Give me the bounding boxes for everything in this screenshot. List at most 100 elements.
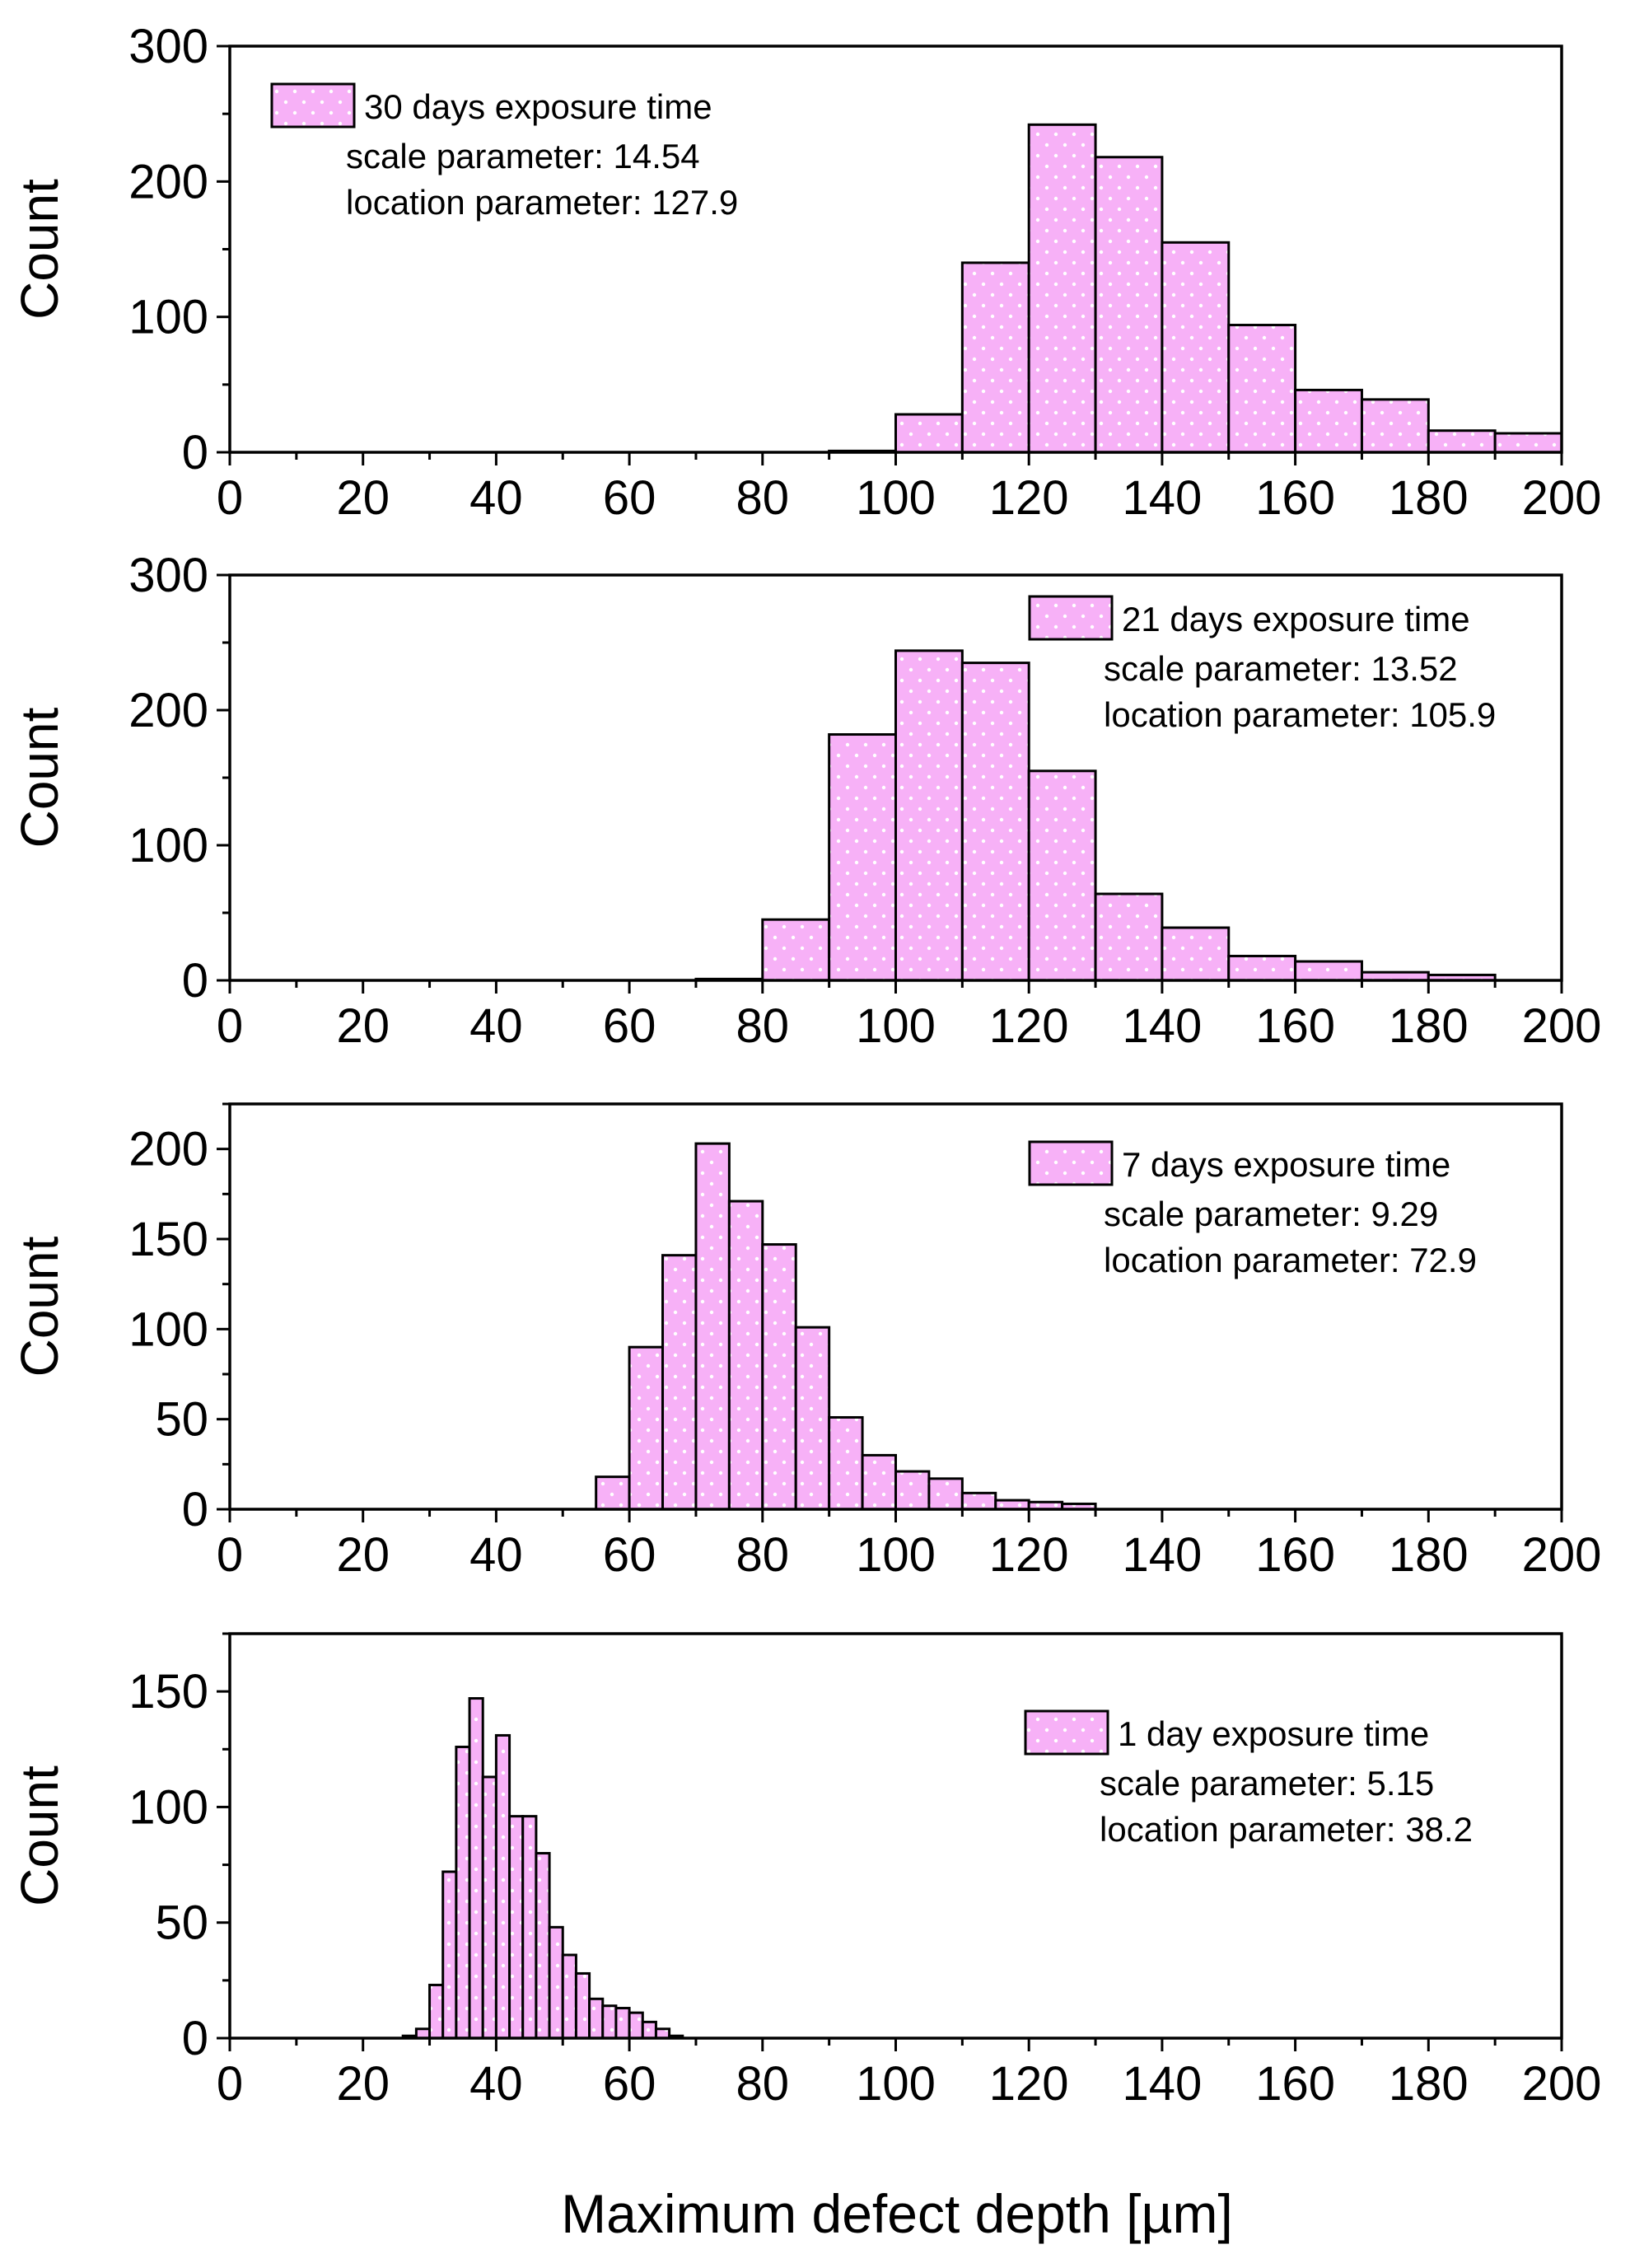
y-tick-label: 100: [128, 1780, 208, 1834]
x-tick-label: 20: [336, 999, 390, 1053]
x-tick-label: 0: [217, 471, 243, 525]
histogram-bar: [548, 1925, 564, 2040]
y-tick-label: 300: [128, 20, 208, 73]
x-tick-label: 120: [989, 999, 1069, 1053]
x-tick-label: 80: [736, 999, 790, 1053]
y-tick-label: 100: [128, 291, 208, 344]
x-tick-label: 60: [603, 1528, 656, 1582]
histogram-bar: [561, 1953, 577, 2040]
x-tick-label: 100: [856, 2057, 936, 2111]
x-tick-label: 40: [469, 2057, 523, 2111]
x-tick-label: 40: [469, 471, 523, 525]
x-tick-label: 160: [1255, 1528, 1335, 1582]
legend-swatch: [1024, 1709, 1109, 1756]
x-tick-label: 40: [469, 999, 523, 1053]
y-tick-label: 50: [155, 1896, 208, 1950]
x-tick-label: 180: [1389, 1528, 1469, 1582]
legend-parameter: scale parameter: 5.15: [1100, 1764, 1434, 1803]
histogram-bar: [1161, 926, 1231, 982]
x-tick-label: 160: [1255, 471, 1335, 525]
panel-7-days: 0 20 40 60 80 100 120 140 160 180 200 0 50 100 150 200 C…: [10, 1102, 1602, 1582]
legend-parameter: scale parameter: 14.54: [346, 137, 700, 175]
panel-30-days: 0 20 40 60 80 100 120 140 160 180 200 0 100 200 300 Cou…: [10, 20, 1601, 525]
histogram-bar: [1227, 324, 1297, 454]
y-tick-label: 50: [155, 1393, 208, 1447]
histogram-bar: [1294, 388, 1363, 454]
y-tick-label: 0: [182, 2012, 208, 2065]
legend-label: 7 days exposure time: [1122, 1145, 1450, 1184]
histogram-bar: [535, 1852, 551, 2040]
histogram-bar: [1227, 954, 1297, 982]
legend: 1 day exposure time scale parameter: 5.15…: [1024, 1709, 1473, 1849]
histogram-bar: [1161, 241, 1231, 454]
x-tick-label: 140: [1123, 471, 1203, 525]
legend: 21 days exposure time scale parameter: 13…: [1028, 595, 1496, 734]
y-axis-label: Count: [10, 179, 69, 320]
histogram-bar: [828, 1415, 864, 1511]
histogram-bar: [628, 1345, 665, 1511]
legend: 7 days exposure time scale parameter: 9.2…: [1028, 1140, 1477, 1279]
histogram-bar: [894, 649, 964, 982]
x-tick-label: 160: [1255, 999, 1335, 1053]
x-tick-label: 140: [1123, 1528, 1203, 1582]
legend-parameter: location parameter: 72.9: [1104, 1241, 1477, 1279]
histogram-bar: [960, 662, 1030, 982]
histogram-bar: [428, 1983, 445, 2040]
histogram-bar: [761, 918, 831, 982]
histogram-bar: [1493, 432, 1563, 454]
histogram-bar: [1027, 123, 1097, 454]
histogram-bar: [521, 1815, 538, 2040]
legend-swatch: [270, 82, 356, 129]
legend-label: 30 days exposure time: [364, 87, 712, 126]
histogram-bar: [694, 1142, 731, 1511]
x-tick-label: 100: [856, 1528, 936, 1582]
histogram-bar: [494, 1733, 511, 2040]
legend-swatch: [1028, 1140, 1114, 1186]
x-tick-label: 80: [736, 471, 790, 525]
y-tick-label: 0: [182, 1483, 208, 1536]
histogram-bar: [1027, 769, 1097, 982]
y-tick-label: 300: [128, 549, 208, 602]
x-tick-label: 180: [1389, 999, 1469, 1053]
x-tick-label: 80: [736, 2057, 790, 2111]
x-tick-label: 120: [989, 471, 1069, 525]
y-tick-label: 150: [128, 1213, 208, 1266]
histogram-bar: [828, 733, 898, 982]
y-axis-label: Count: [10, 707, 69, 848]
histogram-bar: [727, 1199, 764, 1511]
histogram-bar: [761, 1243, 797, 1511]
x-tick-label: 0: [217, 1528, 243, 1582]
histogram-bar: [481, 1775, 497, 2040]
histogram-bar: [1094, 892, 1164, 982]
y-axis-label: Count: [10, 1236, 69, 1377]
x-tick-label: 200: [1522, 2057, 1602, 2111]
x-tick-label: 80: [736, 1528, 790, 1582]
histogram-bar: [641, 2020, 657, 2040]
histogram-bar: [1294, 960, 1363, 982]
histogram-bar: [468, 1697, 484, 2040]
histogram-bar: [455, 1745, 471, 2040]
bars: [595, 1142, 1097, 1511]
x-tick-label: 20: [336, 2057, 390, 2111]
x-tick-label: 200: [1522, 1528, 1602, 1582]
panel-21-days: 0 20 40 60 80 100 120 140 160 180 200 0 100 200 300 Cou…: [10, 549, 1601, 1053]
histogram-bar: [601, 2004, 618, 2040]
histogram-bar: [595, 1475, 631, 1511]
x-tick-label: 120: [989, 1528, 1069, 1582]
histogram-bar: [894, 413, 964, 454]
legend-parameter: scale parameter: 9.29: [1104, 1195, 1438, 1233]
histogram-bar: [861, 1453, 897, 1511]
x-tick-label: 60: [603, 999, 656, 1053]
histogram-bar: [614, 2007, 631, 2040]
histogram-bar: [441, 1870, 458, 2040]
x-tick-label: 140: [1123, 2057, 1203, 2111]
x-tick-label: 160: [1255, 2057, 1335, 2111]
x-tick-label: 0: [217, 2057, 243, 2111]
legend-parameter: location parameter: 38.2: [1100, 1810, 1473, 1849]
x-tick-label: 100: [856, 999, 936, 1053]
bars: [694, 649, 1497, 982]
histogram-bar: [1360, 398, 1430, 454]
legend: 30 days exposure time scale parameter: 14…: [270, 82, 738, 222]
y-axis-label: Count: [10, 1765, 69, 1906]
x-tick-label: 180: [1389, 471, 1469, 525]
